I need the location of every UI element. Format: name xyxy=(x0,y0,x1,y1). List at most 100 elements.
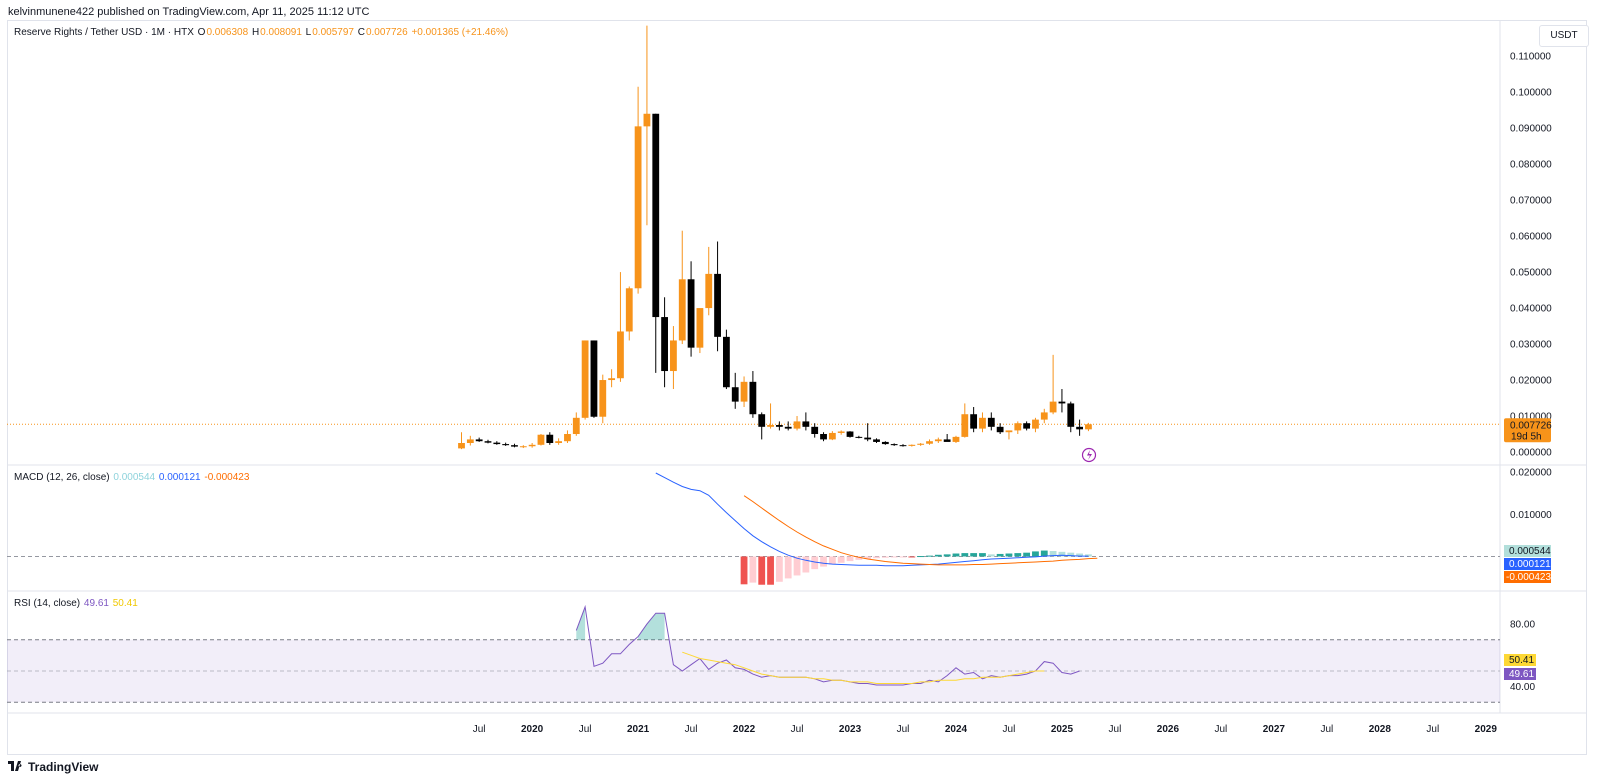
candle-body xyxy=(643,113,651,127)
candle-body xyxy=(961,414,969,437)
candle-body xyxy=(952,436,960,442)
candle-body xyxy=(890,444,898,446)
low-value: 0.005797 xyxy=(312,27,354,38)
candle-body xyxy=(696,308,704,348)
macd-histogram-bar xyxy=(917,556,925,558)
time-axis-tick: Jul xyxy=(1109,724,1122,735)
high-label: H xyxy=(251,27,260,38)
macd-histogram-bar xyxy=(793,556,801,576)
candle-body xyxy=(634,126,642,289)
candle-body xyxy=(873,439,880,442)
main-legend: Reserve Rights / Tether USD · 1M · HTX O… xyxy=(14,27,509,38)
macd-histogram-bar xyxy=(1040,550,1048,557)
lightning-icon xyxy=(1081,447,1097,463)
macd-hist-badge-text: 0.000544 xyxy=(1509,546,1551,557)
rsi-ma-badge xyxy=(1504,654,1536,666)
price-axis-tick: 0.020000 xyxy=(1510,376,1552,387)
rsi-legend: RSI (14, close) 49.61 50.41 xyxy=(14,598,139,609)
macd-histogram-bar xyxy=(881,556,889,558)
macd-histogram-bar xyxy=(890,556,898,558)
rsi-line xyxy=(575,604,1080,686)
macd-histogram-bar xyxy=(1085,554,1092,557)
macd-histogram-bar xyxy=(943,554,951,557)
candle-body xyxy=(678,279,686,341)
candle-body xyxy=(581,340,589,418)
macd-line xyxy=(655,472,1089,567)
candle-body xyxy=(970,414,978,429)
price-axis-tick: 0.060000 xyxy=(1510,232,1552,243)
macd-histogram-bar xyxy=(784,556,792,579)
candle-body xyxy=(987,417,995,427)
tradingview-logo[interactable]: TradingView xyxy=(8,760,98,774)
candle-body xyxy=(1005,430,1013,433)
candle-body xyxy=(670,340,677,372)
rsi-title: RSI (14, close) xyxy=(14,598,81,609)
high-value: 0.008091 xyxy=(260,27,302,38)
tradingview-logo-text: TradingView xyxy=(28,760,99,774)
candle-body xyxy=(731,387,739,402)
macd-line-value: 0.000121 xyxy=(158,472,201,483)
macd-histogram-bar xyxy=(952,553,960,557)
rsi-overbought-fill xyxy=(576,606,586,640)
price-axis-tick: 0.070000 xyxy=(1510,196,1552,207)
price-axis-tick: 0.080000 xyxy=(1510,160,1552,171)
candle-body xyxy=(705,273,713,309)
macd-histogram-bar xyxy=(1005,553,1013,557)
price-axis-tick: 0.000000 xyxy=(1510,448,1552,459)
macd-histogram-bar xyxy=(970,553,978,557)
symbol-title: Reserve Rights / Tether USD · 1M · HTX xyxy=(14,27,194,38)
macd-histogram-bar xyxy=(1058,551,1066,557)
macd-hist-value: 0.000544 xyxy=(113,472,156,483)
time-axis-tick: 2023 xyxy=(839,724,862,735)
time-axis-tick: 2020 xyxy=(521,724,544,735)
macd-histogram-bar xyxy=(996,553,1004,557)
rsi-ma-badge-text: 50.41 xyxy=(1509,655,1534,666)
candle-body xyxy=(608,378,616,381)
macd-histogram-bar xyxy=(873,556,880,559)
candle-body xyxy=(996,426,1004,433)
candle-body xyxy=(1032,419,1039,429)
candle-body xyxy=(687,279,695,348)
candle-body xyxy=(881,441,889,445)
macd-histogram-bar xyxy=(758,556,766,585)
time-axis-tick: Jul xyxy=(1320,724,1333,735)
rsi-badge xyxy=(1504,668,1536,680)
last-price-value: 0.007726 xyxy=(1510,420,1552,431)
macd-axis-tick: 0.010000 xyxy=(1510,510,1552,521)
price-axis-tick: 0.030000 xyxy=(1510,340,1552,351)
candle-body xyxy=(475,439,483,442)
candle-body xyxy=(537,434,545,445)
time-axis-tick: 2028 xyxy=(1369,724,1392,735)
candle-body xyxy=(855,436,863,438)
time-axis-tick: 2025 xyxy=(1051,724,1074,735)
candle-body xyxy=(837,431,845,433)
time-axis-tick: Jul xyxy=(1426,724,1439,735)
macd-signal-line xyxy=(743,495,1098,566)
macd-histogram-bar xyxy=(1023,552,1031,557)
macd-histogram-bar xyxy=(820,556,827,567)
candle-body xyxy=(793,421,801,429)
candle-body xyxy=(1014,423,1022,431)
candle-body xyxy=(493,442,501,445)
candle-body xyxy=(617,331,624,379)
candle-body xyxy=(749,381,757,415)
candle-body xyxy=(802,421,810,427)
time-axis-tick: Jul xyxy=(473,724,486,735)
candle-body xyxy=(564,434,571,442)
bar-countdown: 19d 5h xyxy=(1511,431,1542,442)
macd-line-badge-text: 0.000121 xyxy=(1509,559,1551,570)
time-axis-tick: 2022 xyxy=(733,724,756,735)
chart-frame xyxy=(7,20,1587,755)
rsi-badge-text: 49.61 xyxy=(1509,669,1534,680)
time-axis-tick: 2027 xyxy=(1263,724,1286,735)
open-label: O xyxy=(197,27,206,38)
lightning-bolt-icon xyxy=(1087,450,1092,460)
currency-button[interactable]: USDT xyxy=(1539,25,1589,47)
candle-body xyxy=(1067,403,1075,427)
macd-signal-badge-text: -0.000423 xyxy=(1506,572,1551,583)
macd-line-badge xyxy=(1504,558,1551,570)
change-value: +0.001365 (+21.46%) xyxy=(411,27,509,38)
price-axis-tick: 0.090000 xyxy=(1510,124,1552,135)
candle-body xyxy=(723,336,730,388)
